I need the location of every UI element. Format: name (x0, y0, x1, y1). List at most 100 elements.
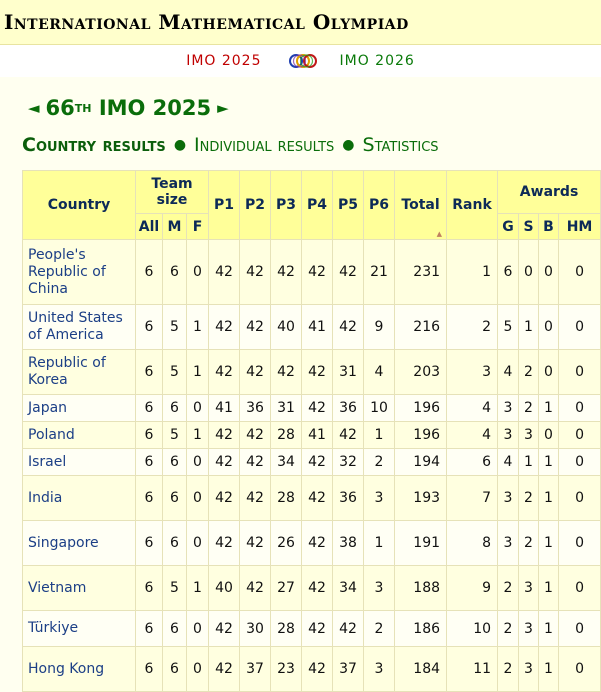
cell-p2: 42 (239, 239, 272, 305)
cell-g: 4 (497, 448, 520, 476)
cell-p6: 10 (363, 394, 396, 422)
cell-f: 0 (185, 520, 210, 566)
table-row: Hong Kong 6 6 0 42 37 23 42 37 3 184 11 2 3 1 0 (22, 646, 601, 692)
next-imo-link[interactable]: IMO 2026 (339, 53, 415, 69)
cell-s: 3 (518, 421, 540, 449)
cell-b: 1 (538, 448, 560, 476)
cell-f: 1 (185, 304, 210, 350)
header-s[interactable]: S (518, 213, 540, 240)
cell-p5: 32 (332, 448, 365, 476)
cell-b: 1 (538, 646, 560, 692)
cell-f: 0 (185, 475, 210, 521)
table-row: Singapore 6 6 0 42 42 26 42 38 1 191 8 3 2 1 0 (22, 520, 601, 566)
cell-hm: 0 (558, 421, 601, 449)
header-hm[interactable]: HM (558, 213, 601, 240)
cell-rank: 8 (446, 520, 499, 566)
cell-p6: 3 (363, 646, 396, 692)
cell-total: 216 (394, 304, 448, 350)
cell-p5: 31 (332, 349, 365, 395)
cell-p4: 42 (301, 394, 334, 422)
imo-rings-logo-icon[interactable] (288, 51, 318, 71)
cell-p6: 21 (363, 239, 396, 305)
header-p2[interactable]: P2 (239, 170, 272, 240)
cell-s: 0 (518, 239, 540, 305)
header-country[interactable]: Country (22, 170, 136, 240)
country-link[interactable]: Hong Kong (22, 646, 136, 692)
country-link[interactable]: Republic of Korea (22, 349, 136, 395)
cell-b: 0 (538, 239, 560, 305)
cell-hm: 0 (558, 610, 601, 647)
header-p3[interactable]: P3 (270, 170, 303, 240)
cell-p5: 37 (332, 646, 365, 692)
country-link[interactable]: Vietnam (22, 565, 136, 611)
cell-g: 3 (497, 394, 520, 422)
cell-p1: 42 (208, 610, 241, 647)
cell-rank: 2 (446, 304, 499, 350)
country-link[interactable]: India (22, 475, 136, 521)
cell-f: 1 (185, 421, 210, 449)
cell-p1: 40 (208, 565, 241, 611)
header-p6[interactable]: P6 (363, 170, 396, 240)
cell-p2: 42 (239, 304, 272, 350)
cell-g: 4 (497, 349, 520, 395)
header-m[interactable]: M (162, 213, 187, 240)
cell-p1: 42 (208, 520, 241, 566)
cell-p4: 42 (301, 349, 334, 395)
cell-all: 6 (135, 448, 163, 476)
country-link[interactable]: Singapore (22, 520, 136, 566)
results-subnav: Country results ● Individual results ● S… (22, 133, 601, 157)
country-link[interactable]: Japan (22, 394, 136, 422)
cell-g: 5 (497, 304, 520, 350)
cell-f: 1 (185, 565, 210, 611)
country-link[interactable]: Israel (22, 448, 136, 476)
header-total[interactable]: Total ▲ (394, 170, 448, 240)
cell-m: 6 (162, 394, 187, 422)
cell-p1: 42 (208, 304, 241, 350)
site-title[interactable]: International Mathematical Olympiad (4, 10, 409, 34)
cell-total: 194 (394, 448, 448, 476)
cell-all: 6 (135, 646, 163, 692)
cell-p2: 42 (239, 349, 272, 395)
cell-p1: 42 (208, 475, 241, 521)
header-b[interactable]: B (538, 213, 560, 240)
cell-b: 0 (538, 421, 560, 449)
cell-rank: 9 (446, 565, 499, 611)
header-g[interactable]: G (497, 213, 520, 240)
country-link[interactable]: People's Republic of China (22, 239, 136, 305)
prev-edition-arrow[interactable]: ◄ (28, 99, 40, 117)
cell-p3: 27 (270, 565, 303, 611)
country-link[interactable]: United States of America (22, 304, 136, 350)
cell-b: 1 (538, 394, 560, 422)
prev-imo-link[interactable]: IMO 2025 (186, 53, 262, 69)
header-p1[interactable]: P1 (208, 170, 241, 240)
header-team-size[interactable]: Team size (134, 170, 210, 214)
cell-p4: 41 (301, 304, 334, 350)
country-link[interactable]: Poland (22, 421, 136, 449)
cell-total: 184 (394, 646, 448, 692)
cell-hm: 0 (558, 565, 601, 611)
cell-p5: 36 (332, 394, 365, 422)
cell-b: 1 (538, 565, 560, 611)
tab-country-results[interactable]: Country results (22, 134, 166, 156)
country-link[interactable]: Türkiye (22, 610, 136, 647)
cell-p3: 26 (270, 520, 303, 566)
cell-p2: 36 (239, 394, 272, 422)
cell-f: 0 (185, 394, 210, 422)
tab-individual-results[interactable]: Individual results (194, 134, 335, 156)
cell-hm: 0 (558, 394, 601, 422)
cell-m: 5 (162, 304, 187, 350)
cell-p6: 3 (363, 565, 396, 611)
imo-year-nav: IMO 2025 IMO 2026 (0, 45, 601, 77)
tab-statistics[interactable]: Statistics (362, 134, 439, 156)
header-all[interactable]: All (135, 213, 163, 240)
cell-s: 2 (518, 349, 540, 395)
header-rank[interactable]: Rank (446, 170, 499, 240)
next-edition-arrow[interactable]: ► (217, 99, 229, 117)
cell-hm: 0 (558, 304, 601, 350)
table-row: Poland 6 5 1 42 42 28 41 42 1 196 4 3 3 0 0 (22, 421, 601, 449)
header-f[interactable]: F (185, 213, 210, 240)
header-p4[interactable]: P4 (301, 170, 334, 240)
header-p5[interactable]: P5 (332, 170, 365, 240)
cell-p3: 42 (270, 349, 303, 395)
cell-m: 6 (162, 239, 187, 305)
